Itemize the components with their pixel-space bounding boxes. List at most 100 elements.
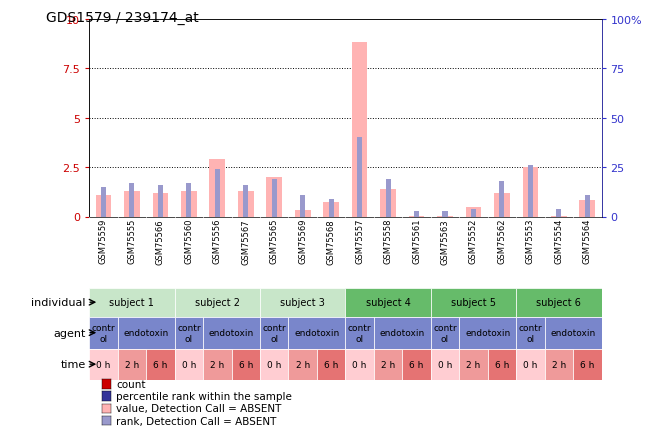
Bar	[499, 181, 504, 217]
Bar	[408, 216, 424, 217]
Text: endotoxin: endotoxin	[379, 329, 425, 338]
Bar	[243, 185, 249, 217]
Text: endotoxin: endotoxin	[124, 329, 169, 338]
Bar	[459, 349, 488, 380]
Bar	[288, 349, 317, 380]
Text: contr
ol: contr ol	[262, 323, 286, 343]
Text: 2 h: 2 h	[210, 360, 225, 369]
Text: 0 h: 0 h	[523, 360, 537, 369]
Bar	[585, 195, 590, 217]
Text: 0 h: 0 h	[97, 360, 110, 369]
Bar	[557, 209, 561, 217]
Bar	[345, 289, 431, 317]
Bar	[380, 189, 396, 217]
Text: subject 2: subject 2	[195, 298, 240, 308]
Bar	[494, 193, 510, 217]
Bar	[545, 349, 573, 380]
Text: 6 h: 6 h	[153, 360, 168, 369]
Bar	[345, 317, 374, 349]
Text: 2 h: 2 h	[295, 360, 310, 369]
Text: 0 h: 0 h	[182, 360, 196, 369]
Bar	[580, 200, 595, 217]
Bar	[231, 349, 260, 380]
Bar	[488, 349, 516, 380]
Bar	[459, 317, 516, 349]
Text: endotoxin: endotoxin	[465, 329, 510, 338]
Bar	[89, 317, 118, 349]
Bar	[431, 289, 516, 317]
Text: subject 6: subject 6	[536, 298, 581, 308]
Text: individual: individual	[32, 298, 86, 308]
Bar	[101, 187, 106, 217]
Bar	[260, 289, 345, 317]
Text: contr
ol: contr ol	[92, 323, 115, 343]
Text: 0 h: 0 h	[438, 360, 452, 369]
Bar	[272, 180, 277, 217]
Text: count: count	[116, 379, 146, 389]
Bar	[118, 349, 146, 380]
Bar	[329, 199, 334, 217]
Bar	[89, 349, 118, 380]
Bar	[238, 191, 254, 217]
Bar	[345, 349, 374, 380]
Text: contr
ol: contr ol	[177, 323, 201, 343]
Text: agent: agent	[54, 328, 86, 338]
Text: 0 h: 0 h	[267, 360, 282, 369]
Text: rank, Detection Call = ABSENT: rank, Detection Call = ABSENT	[116, 416, 277, 425]
Bar	[203, 349, 231, 380]
Bar	[437, 216, 453, 217]
Bar	[130, 184, 134, 217]
Text: value, Detection Call = ABSENT: value, Detection Call = ABSENT	[116, 404, 282, 413]
Bar	[300, 195, 305, 217]
Bar	[414, 211, 419, 217]
Bar	[551, 216, 566, 217]
Bar	[146, 349, 175, 380]
Bar	[158, 185, 163, 217]
Bar	[431, 317, 459, 349]
Text: time: time	[61, 360, 86, 369]
Bar	[89, 289, 175, 317]
Bar	[124, 191, 139, 217]
Bar	[403, 349, 431, 380]
Text: endotoxin: endotoxin	[294, 329, 340, 338]
Text: contr
ol: contr ol	[433, 323, 457, 343]
Bar	[357, 138, 362, 217]
Text: 6 h: 6 h	[409, 360, 424, 369]
Bar	[573, 349, 602, 380]
Bar	[516, 317, 545, 349]
Bar	[96, 195, 111, 217]
Text: 6 h: 6 h	[580, 360, 594, 369]
Bar	[323, 202, 339, 217]
Bar	[181, 191, 197, 217]
Text: contr
ol: contr ol	[518, 323, 542, 343]
Text: subject 5: subject 5	[451, 298, 496, 308]
Bar	[385, 180, 391, 217]
Bar	[118, 317, 175, 349]
Bar	[175, 317, 203, 349]
Bar	[175, 289, 260, 317]
Bar	[431, 349, 459, 380]
Text: 6 h: 6 h	[324, 360, 338, 369]
Bar	[210, 160, 225, 217]
Text: subject 1: subject 1	[110, 298, 155, 308]
Bar	[288, 317, 345, 349]
Text: 6 h: 6 h	[494, 360, 509, 369]
Text: 6 h: 6 h	[239, 360, 253, 369]
Bar	[153, 193, 168, 217]
Bar	[317, 349, 345, 380]
Text: endotoxin: endotoxin	[551, 329, 596, 338]
Text: subject 4: subject 4	[366, 298, 410, 308]
Bar	[516, 349, 545, 380]
Text: 2 h: 2 h	[381, 360, 395, 369]
Bar	[523, 168, 538, 217]
Bar	[442, 211, 447, 217]
Text: subject 3: subject 3	[280, 298, 325, 308]
Bar	[471, 209, 476, 217]
Text: contr
ol: contr ol	[348, 323, 371, 343]
Bar	[295, 210, 311, 217]
Bar	[186, 184, 192, 217]
Text: endotoxin: endotoxin	[209, 329, 254, 338]
Bar	[545, 317, 602, 349]
Text: 2 h: 2 h	[125, 360, 139, 369]
Text: 2 h: 2 h	[466, 360, 481, 369]
